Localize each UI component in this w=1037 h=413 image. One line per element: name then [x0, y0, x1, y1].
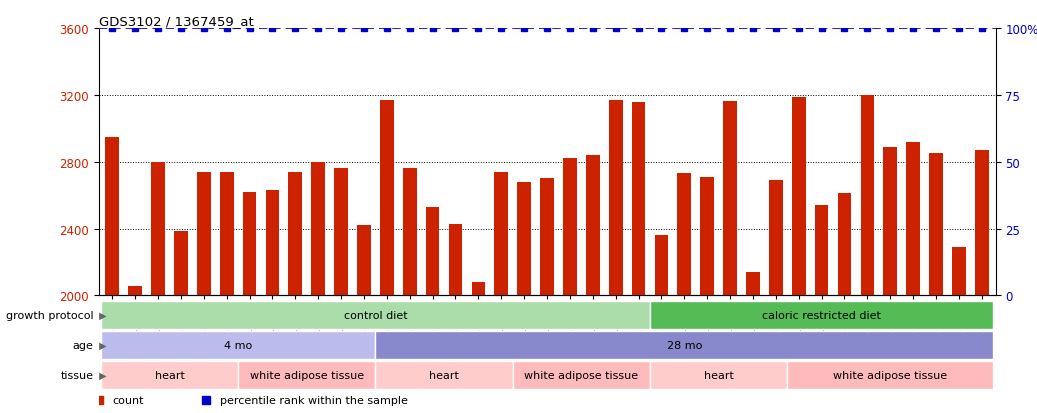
Bar: [288, 172, 302, 296]
Bar: [449, 224, 463, 296]
Bar: [101, 331, 375, 359]
Bar: [838, 194, 851, 296]
Bar: [239, 361, 375, 389]
Bar: [512, 361, 650, 389]
Bar: [380, 101, 394, 296]
Bar: [174, 232, 188, 296]
Bar: [402, 169, 417, 296]
Bar: [472, 282, 485, 296]
Bar: [220, 172, 233, 296]
Text: count: count: [112, 394, 143, 405]
Bar: [586, 156, 599, 296]
Bar: [334, 169, 348, 296]
Bar: [650, 361, 787, 389]
Text: control diet: control diet: [343, 310, 408, 320]
Bar: [243, 192, 256, 296]
Bar: [197, 172, 211, 296]
Bar: [906, 142, 920, 296]
Bar: [787, 361, 993, 389]
Bar: [654, 236, 668, 296]
Text: age: age: [73, 340, 93, 350]
Text: caloric restricted diet: caloric restricted diet: [762, 310, 881, 320]
Bar: [769, 180, 783, 296]
Bar: [517, 182, 531, 296]
Text: ▶: ▶: [96, 310, 107, 320]
Bar: [357, 225, 371, 296]
Bar: [495, 172, 508, 296]
Bar: [929, 154, 943, 296]
Bar: [375, 361, 512, 389]
Bar: [700, 177, 714, 296]
Bar: [101, 361, 239, 389]
Bar: [375, 331, 993, 359]
Bar: [265, 191, 279, 296]
Bar: [101, 301, 650, 329]
Bar: [426, 207, 440, 296]
Bar: [540, 179, 554, 296]
Bar: [563, 159, 577, 296]
Text: growth protocol: growth protocol: [6, 310, 93, 320]
Text: white adipose tissue: white adipose tissue: [833, 370, 948, 380]
Bar: [151, 162, 165, 296]
Text: ▶: ▶: [96, 340, 107, 350]
Bar: [884, 147, 897, 296]
Bar: [975, 151, 988, 296]
Bar: [746, 272, 760, 296]
Bar: [106, 137, 119, 296]
Bar: [677, 174, 692, 296]
Text: 28 mo: 28 mo: [667, 340, 702, 350]
Text: white adipose tissue: white adipose tissue: [525, 370, 639, 380]
Bar: [311, 162, 325, 296]
Bar: [952, 247, 965, 296]
Text: heart: heart: [155, 370, 185, 380]
Text: 4 mo: 4 mo: [224, 340, 252, 350]
Bar: [792, 97, 806, 296]
Bar: [815, 206, 829, 296]
Bar: [723, 102, 737, 296]
Text: GDS3102 / 1367459_at: GDS3102 / 1367459_at: [99, 15, 253, 28]
Text: white adipose tissue: white adipose tissue: [250, 370, 364, 380]
Bar: [861, 95, 874, 296]
Bar: [609, 101, 622, 296]
Bar: [129, 287, 142, 296]
Bar: [632, 103, 645, 296]
Text: percentile rank within the sample: percentile rank within the sample: [220, 394, 408, 405]
Text: heart: heart: [429, 370, 459, 380]
Bar: [650, 301, 993, 329]
Text: heart: heart: [704, 370, 733, 380]
Text: ▶: ▶: [96, 370, 107, 380]
Text: tissue: tissue: [60, 370, 93, 380]
